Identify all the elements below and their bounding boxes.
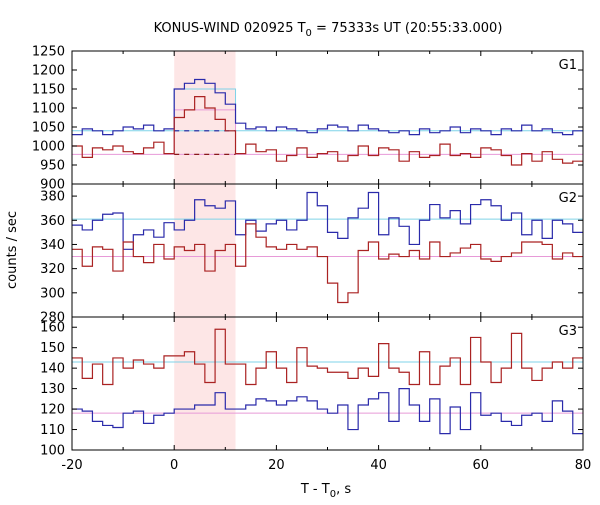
panel-g2: 280 300 320 340 360 380 G2 xyxy=(40,183,584,326)
y-tick-label: 280 xyxy=(40,311,65,326)
x-tick-label: 0 xyxy=(170,458,178,473)
y-tick-label: 300 xyxy=(40,286,65,301)
y-tick-label: 130 xyxy=(40,382,65,397)
title-main: KONUS-WIND 020925 T xyxy=(154,21,306,36)
series-lower xyxy=(72,223,583,304)
x-tick-label: 60 xyxy=(473,458,490,473)
series-lower xyxy=(72,96,583,166)
y-tick-label: 110 xyxy=(40,423,65,438)
xlabel-main: T - T xyxy=(300,482,330,497)
series-upper xyxy=(72,191,583,250)
title-subscript: 0 xyxy=(306,28,312,39)
y-tick-label: 360 xyxy=(40,214,65,229)
y-tick-label: 160 xyxy=(40,321,65,336)
y-tick-label: 950 xyxy=(40,159,65,174)
x-tick-label: 40 xyxy=(370,458,387,473)
x-axis: -20 0 20 40 60 80 xyxy=(61,458,591,473)
y-tick-label: 1100 xyxy=(32,102,65,117)
panel-label: G1 xyxy=(559,58,577,73)
y-tick-label: 380 xyxy=(40,190,65,205)
y-axis-label: counts / sec xyxy=(5,211,20,289)
y-tick-label: 100 xyxy=(40,444,65,459)
x-tick-label: 80 xyxy=(575,458,592,473)
y-tick-label: 1150 xyxy=(32,83,65,98)
panel-g1: 900 950 1000 1050 1100 1150 1200 1250 G1 xyxy=(32,45,584,193)
y-tick-label: 340 xyxy=(40,238,65,253)
y-tick-label: 1000 xyxy=(32,140,65,155)
series-lower xyxy=(72,328,583,386)
y-tick-label: 1200 xyxy=(32,64,65,79)
y-tick-label: 1050 xyxy=(32,121,65,136)
title-rest: = 75333s UT (20:55:33.000) xyxy=(312,21,502,36)
x-tick-label: -20 xyxy=(61,458,82,473)
y-tick-label: 900 xyxy=(40,178,65,193)
x-tick-label: 20 xyxy=(268,458,285,473)
xlabel-subscript: 0 xyxy=(330,489,336,500)
xlabel-rest: , s xyxy=(336,482,351,497)
panel-label: G2 xyxy=(559,191,577,206)
chart-title: KONUS-WIND 020925 T0 = 75333s UT (20:55:… xyxy=(154,21,503,39)
series-upper xyxy=(72,388,583,435)
y-tick-label: 120 xyxy=(40,403,65,418)
y-tick-label: 1250 xyxy=(32,45,65,60)
y-tick-label: 150 xyxy=(40,341,65,356)
panel-g3: 100 110 120 130 140 150 160 G3 xyxy=(40,316,584,459)
panels-layer: 900 950 1000 1050 1100 1150 1200 1250 G1 280 300 32… xyxy=(32,45,584,459)
y-tick-label: 140 xyxy=(40,362,65,377)
series-upper xyxy=(72,78,583,136)
panel-label: G3 xyxy=(559,324,577,339)
y-tick-label: 320 xyxy=(40,262,65,277)
x-axis-label: T - T0, s xyxy=(300,482,351,500)
